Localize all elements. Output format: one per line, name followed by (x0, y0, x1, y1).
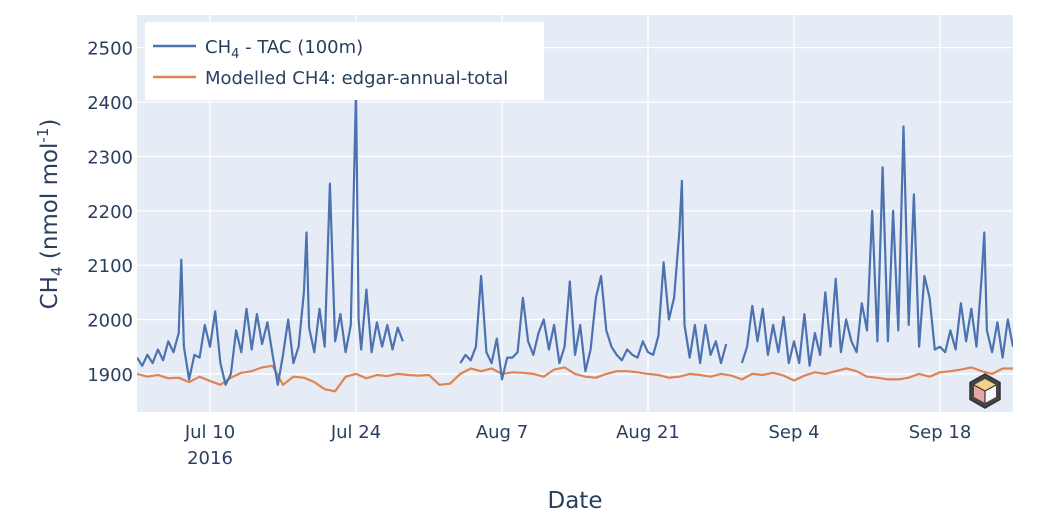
y-gridlines (137, 46, 1013, 375)
x-tick-sublabel: 2016 (187, 448, 233, 469)
series-line-observed (137, 90, 1013, 386)
y-tick-label: 2400 (87, 93, 133, 114)
cube-logo-icon[interactable] (969, 373, 1001, 409)
legend: CH4 - TAC (100m) Modelled CH4: edgar-ann… (145, 22, 544, 100)
y-tick-label: 2100 (87, 256, 133, 277)
y-tick-label: 2200 (87, 202, 133, 223)
x-tick-labels: Jul 10 2016 Jul 24 Aug 7 Aug 21 Sep 4 Sep 18 (184, 422, 971, 469)
series-line-modelled (137, 364, 1013, 393)
legend-item-modelled[interactable]: Modelled CH4: edgar-annual-total (153, 68, 508, 89)
y-tick-label: 2500 (87, 39, 133, 60)
y-tick-label: 1900 (87, 365, 133, 386)
legend-box (145, 22, 544, 100)
legend-label-observed: CH4 - TAC (100m) (205, 37, 363, 62)
legend-item-observed[interactable]: CH4 - TAC (100m) (153, 37, 363, 62)
x-tick-label: Aug 7 (476, 422, 528, 443)
y-tick-label: 2000 (87, 311, 133, 332)
x-tick-label: Jul 10 (184, 422, 235, 443)
y-tick-labels: 1900 2000 2100 2200 2300 2400 2500 (87, 39, 133, 386)
x-tick-label: Sep 18 (909, 422, 972, 443)
y-axis-title: CH4 (nmol mol-1) (34, 119, 66, 310)
x-tick-label: Aug 21 (616, 422, 680, 443)
x-tick-label: Sep 4 (768, 422, 819, 443)
y-tick-label: 2300 (87, 147, 133, 168)
series-layer (137, 90, 1013, 393)
legend-label-modelled: Modelled CH4: edgar-annual-total (205, 68, 508, 89)
x-tick-label: Jul 24 (330, 422, 381, 443)
x-axis-title: Date (548, 488, 603, 514)
